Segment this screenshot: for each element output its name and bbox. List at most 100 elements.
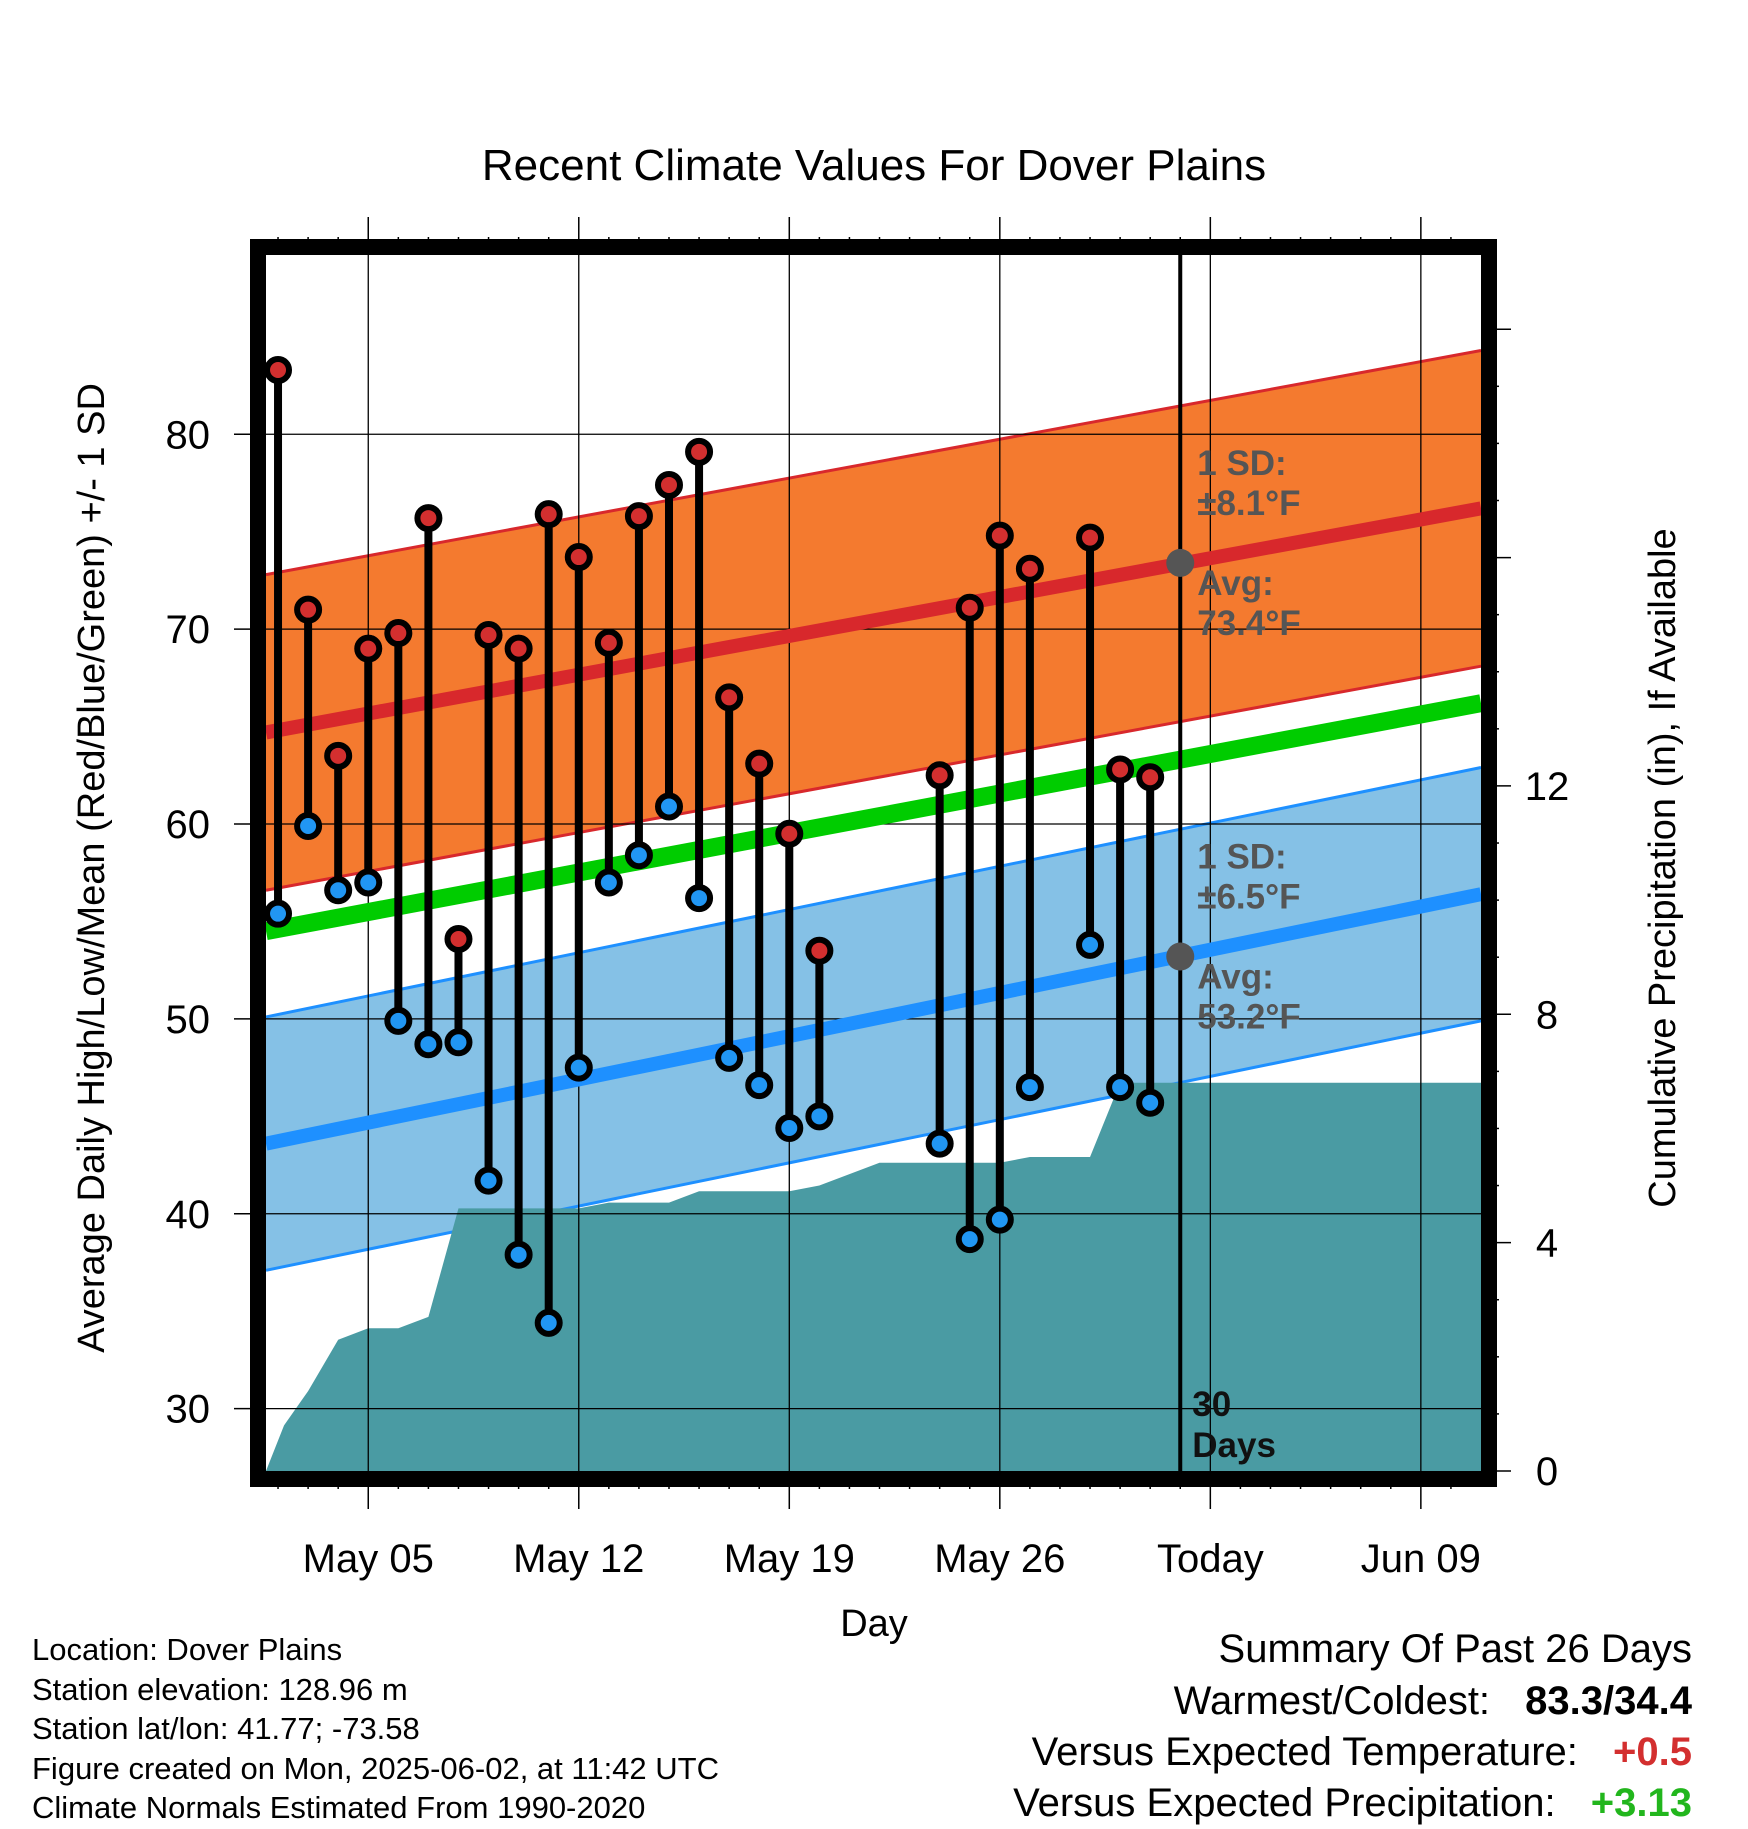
daily-high-point bbox=[1076, 523, 1105, 552]
y2-axis-label: Cumulative Precipitation (in), If Availa… bbox=[1642, 528, 1684, 1207]
y2-tick-label: 12 bbox=[1525, 765, 1570, 809]
normals-text: Climate Normals Estimated From 1990-2020 bbox=[32, 1790, 646, 1825]
daily-low-point bbox=[1076, 930, 1105, 959]
daily-high-point bbox=[685, 437, 714, 466]
daily-low-point bbox=[564, 1053, 593, 1082]
normal-low-upper-edge bbox=[265, 766, 1482, 1019]
station-info: Location: Dover Plains Station elevation… bbox=[32, 1630, 719, 1828]
daily-low-point bbox=[534, 1308, 563, 1337]
temp-value: +0.5 bbox=[1613, 1730, 1692, 1774]
high-sd-label: 1 SD: bbox=[1197, 444, 1286, 483]
daily-high-point bbox=[474, 621, 503, 649]
low-avg-marker bbox=[1166, 942, 1195, 971]
temp-label: Versus Expected Temperature: bbox=[1031, 1730, 1578, 1774]
daily-low-point bbox=[1015, 1073, 1044, 1102]
warm-cold-label: Warmest/Coldest: bbox=[1173, 1679, 1491, 1723]
daily-low-point bbox=[745, 1071, 774, 1100]
warm-cold-row: Warmest/Coldest: 83.3/34.4 bbox=[1013, 1676, 1692, 1727]
daily-high-point bbox=[324, 741, 353, 770]
y-tick-label: 60 bbox=[166, 803, 211, 847]
elevation-text: Station elevation: 128.96 m bbox=[32, 1671, 408, 1707]
y-tick-label: 70 bbox=[166, 608, 211, 652]
daily-high-point bbox=[1136, 763, 1165, 792]
y-axis-ticks: 30 40 50 60 70 80 bbox=[166, 277, 258, 1449]
y-tick-label: 50 bbox=[166, 998, 211, 1042]
high-avg-label: Avg: bbox=[1197, 564, 1273, 603]
daily-high-point bbox=[925, 761, 954, 790]
daily-low-point bbox=[594, 868, 623, 897]
x-tick-label: May 26 bbox=[934, 1537, 1065, 1581]
x-axis-ticks: May 05 May 12 May 19 May 26 Today Jun 09 bbox=[277, 217, 1481, 1581]
precip-value: +3.13 bbox=[1590, 1781, 1692, 1825]
normal-lines bbox=[264, 501, 1483, 1151]
daily-high-point bbox=[654, 470, 683, 499]
latlon-text: Station lat/lon: 41.77; -73.58 bbox=[32, 1711, 420, 1746]
daily-low-point bbox=[264, 899, 293, 928]
daily-low-point bbox=[1136, 1088, 1165, 1117]
daily-low-point bbox=[324, 876, 353, 905]
window-days-number: 30 bbox=[1192, 1385, 1231, 1424]
window-days-unit: Days bbox=[1192, 1426, 1276, 1465]
summary-title: Summary Of Past 26 Days bbox=[1218, 1627, 1692, 1671]
low-avg-value: 53.2°F bbox=[1197, 998, 1301, 1037]
high-avg-marker bbox=[1166, 548, 1195, 577]
daily-high-point bbox=[775, 819, 804, 848]
y-axis-label: Average Daily High/Low/Mean (Red/Blue/Gr… bbox=[71, 383, 113, 1353]
daily-high-point bbox=[624, 502, 653, 531]
daily-high-point bbox=[1106, 755, 1135, 784]
daily-high-point bbox=[594, 628, 623, 657]
daily-low-point bbox=[685, 884, 714, 913]
daily-high-point bbox=[805, 936, 834, 965]
daily-high-point bbox=[715, 683, 744, 712]
warm-cold-value: 83.3/34.4 bbox=[1525, 1679, 1692, 1723]
y-tick-label: 80 bbox=[166, 413, 211, 457]
x-tick-label: May 12 bbox=[513, 1537, 644, 1581]
location-text: Location: Dover Plains bbox=[32, 1632, 343, 1667]
y2-tick-label: 8 bbox=[1536, 993, 1558, 1037]
low-sd-label: 1 SD: bbox=[1197, 838, 1286, 877]
daily-low-point bbox=[985, 1205, 1014, 1234]
y2-tick-label: 4 bbox=[1536, 1222, 1558, 1266]
daily-high-point bbox=[985, 521, 1014, 550]
daily-low-point bbox=[414, 1030, 443, 1059]
low-avg-label: Avg: bbox=[1197, 958, 1273, 997]
x-tick-label: May 05 bbox=[303, 1537, 434, 1581]
daily-high-point bbox=[504, 634, 533, 663]
daily-high-point bbox=[264, 355, 293, 384]
daily-low-point bbox=[624, 841, 653, 870]
x-tick-label: May 19 bbox=[724, 1537, 855, 1581]
x-tick-label: Today bbox=[1157, 1537, 1264, 1581]
daily-low-point bbox=[474, 1166, 503, 1195]
low-sd-value: ±6.5°F bbox=[1197, 878, 1300, 917]
daily-high-point bbox=[444, 925, 473, 953]
precip-label: Versus Expected Precipitation: bbox=[1013, 1781, 1556, 1825]
normal-high-upper-edge bbox=[265, 349, 1482, 577]
daily-range-bars bbox=[264, 355, 1165, 1337]
precip-cumulative-area bbox=[266, 1082, 1481, 1471]
daily-low-point bbox=[925, 1129, 954, 1158]
daily-low-point bbox=[775, 1114, 804, 1143]
daily-high-point bbox=[534, 500, 563, 529]
daily-low-point bbox=[654, 792, 683, 821]
daily-low-point bbox=[294, 811, 323, 840]
y2-axis-ticks: 0 4 8 12 bbox=[1489, 328, 1570, 1494]
daily-high-point bbox=[1015, 554, 1044, 583]
normal-high-lower-edge bbox=[265, 664, 1482, 892]
x-axis-label: Day bbox=[840, 1603, 908, 1645]
chart-title: Recent Climate Values For Dover Plains bbox=[482, 141, 1266, 190]
daily-high-point bbox=[354, 634, 383, 663]
normal-low-line bbox=[264, 887, 1483, 1151]
daily-low-point bbox=[384, 1006, 413, 1035]
y-tick-label: 40 bbox=[166, 1193, 211, 1237]
summary-panel: Summary Of Past 26 Days Warmest/Coldest:… bbox=[1013, 1622, 1692, 1829]
daily-low-point bbox=[1106, 1073, 1135, 1102]
daily-low-point bbox=[504, 1240, 533, 1269]
y-tick-label: 30 bbox=[166, 1388, 211, 1432]
high-sd-value: ±8.1°F bbox=[1197, 484, 1300, 523]
daily-high-point bbox=[955, 593, 984, 622]
created-text: Figure created on Mon, 2025-06-02, at 11… bbox=[32, 1750, 719, 1786]
precip-row: Versus Expected Precipitation: +3.13 bbox=[1013, 1778, 1692, 1829]
